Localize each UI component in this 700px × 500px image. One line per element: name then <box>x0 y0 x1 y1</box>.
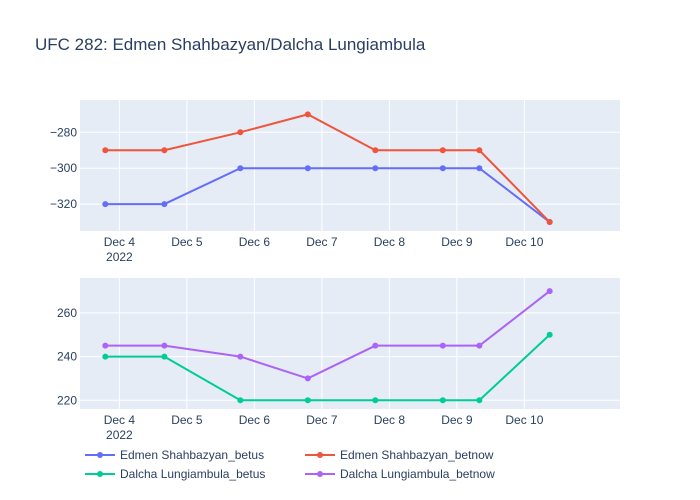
y-tick-label: −280 <box>50 125 77 139</box>
x-tick-label: Dec 7 <box>306 235 338 249</box>
x-tick-year-label: 2022 <box>106 250 133 264</box>
x-tick-label: Dec 6 <box>239 413 271 427</box>
data-point <box>546 331 553 338</box>
plot-area-1 <box>80 100 620 231</box>
data-point <box>237 353 244 360</box>
x-tick-label: Dec 10 <box>505 235 543 249</box>
data-point <box>102 353 109 360</box>
data-point <box>161 353 168 360</box>
legend-item[interactable]: Dalcha Lungiambula_betnow <box>305 467 495 481</box>
legend-label: Edmen Shahbazyan_betnow <box>340 448 494 462</box>
legend-item[interactable]: Edmen Shahbazyan_betus <box>85 448 264 462</box>
x-tick-label: Dec 8 <box>374 413 406 427</box>
data-point <box>102 147 109 154</box>
y-tick-label: 220 <box>57 393 77 407</box>
data-point <box>439 342 446 349</box>
data-point <box>102 342 109 349</box>
data-point <box>161 147 168 154</box>
legend-swatch-marker <box>317 452 323 458</box>
series-line <box>105 334 551 402</box>
x-tick-label: Dec 7 <box>306 413 338 427</box>
x-tick-label: Dec 8 <box>374 235 406 249</box>
data-point <box>237 397 244 404</box>
x-tick-label: Dec 9 <box>441 413 473 427</box>
series-line <box>105 113 551 223</box>
data-point <box>372 147 379 154</box>
series-line <box>105 167 551 223</box>
legend-item[interactable]: Edmen Shahbazyan_betnow <box>305 448 494 462</box>
x-tick-year-label: 2022 <box>106 428 133 442</box>
plot-area-2 <box>80 278 620 409</box>
data-point <box>304 375 311 382</box>
data-point <box>372 397 379 404</box>
y-tick-label: 260 <box>57 306 77 320</box>
data-point <box>102 201 109 208</box>
legend-label: Edmen Shahbazyan_betus <box>120 448 264 462</box>
legend-label: Dalcha Lungiambula_betnow <box>340 467 495 481</box>
legend-swatch-marker <box>317 471 323 477</box>
data-point <box>439 397 446 404</box>
x-tick-label: Dec 5 <box>171 413 203 427</box>
data-point <box>372 165 379 172</box>
series-line <box>105 290 551 380</box>
legend-label: Dalcha Lungiambula_betus <box>120 467 265 481</box>
data-point <box>476 147 483 154</box>
data-point <box>161 342 168 349</box>
data-point <box>439 147 446 154</box>
data-point <box>161 201 168 208</box>
data-point <box>476 397 483 404</box>
data-point <box>237 129 244 136</box>
data-point <box>546 288 553 295</box>
data-point <box>476 342 483 349</box>
data-point <box>546 219 553 226</box>
x-tick-label: Dec 4 <box>104 413 136 427</box>
y-tick-label: −320 <box>50 197 77 211</box>
legend-swatch-marker <box>97 452 103 458</box>
x-tick-label: Dec 6 <box>239 235 271 249</box>
x-tick-label: Dec 5 <box>171 235 203 249</box>
y-tick-label: −300 <box>50 161 77 175</box>
data-point <box>304 111 311 118</box>
y-tick-label: 240 <box>57 350 77 364</box>
data-point <box>476 165 483 172</box>
x-tick-label: Dec 9 <box>441 235 473 249</box>
legend-swatch-marker <box>97 471 103 477</box>
chart-title: UFC 282: Edmen Shahbazyan/Dalcha Lungiam… <box>35 35 426 54</box>
x-tick-label: Dec 4 <box>104 235 136 249</box>
data-point <box>237 165 244 172</box>
data-point <box>304 165 311 172</box>
data-point <box>304 397 311 404</box>
data-point <box>439 165 446 172</box>
legend-item[interactable]: Dalcha Lungiambula_betus <box>85 467 265 481</box>
x-tick-label: Dec 10 <box>505 413 543 427</box>
data-point <box>372 342 379 349</box>
